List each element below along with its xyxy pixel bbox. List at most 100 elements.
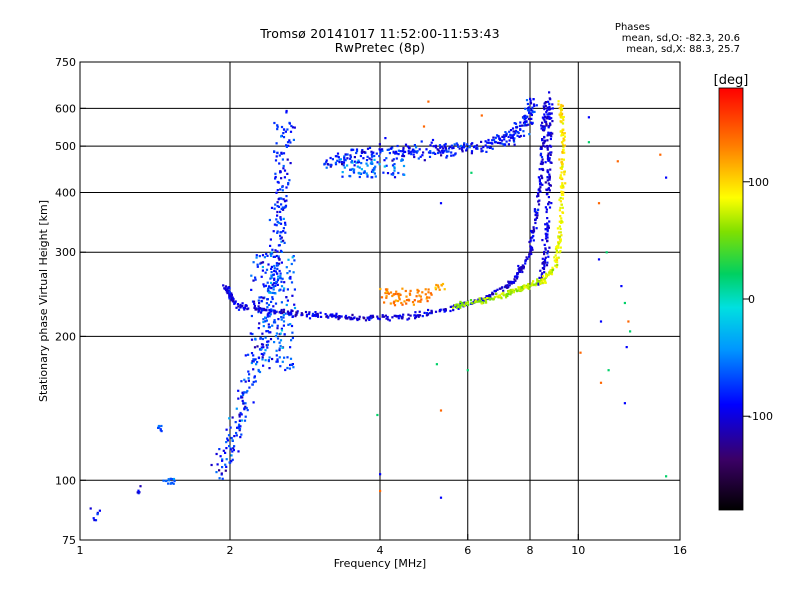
data-point xyxy=(271,324,274,327)
data-point xyxy=(549,131,553,134)
data-point xyxy=(417,157,420,160)
data-point xyxy=(562,119,565,122)
data-point xyxy=(542,168,545,172)
data-point xyxy=(295,311,298,314)
data-point xyxy=(261,356,264,359)
data-point xyxy=(538,178,541,181)
data-point xyxy=(282,308,286,311)
data-point xyxy=(487,138,490,142)
data-point xyxy=(393,314,396,317)
data-point xyxy=(363,151,366,154)
data-point xyxy=(528,133,531,136)
data-point xyxy=(334,163,338,166)
data-point xyxy=(308,311,311,314)
data-point xyxy=(470,171,473,174)
data-point xyxy=(538,189,541,192)
data-point xyxy=(231,416,234,419)
data-point xyxy=(378,148,381,151)
data-point xyxy=(522,116,525,119)
data-point xyxy=(423,159,426,162)
data-point xyxy=(457,145,460,148)
data-point xyxy=(275,142,278,145)
data-point xyxy=(544,181,547,184)
data-point xyxy=(502,291,505,294)
data-point xyxy=(529,112,533,115)
data-point xyxy=(243,308,246,311)
data-point xyxy=(482,146,485,149)
data-point xyxy=(398,298,401,301)
data-point xyxy=(272,230,275,233)
data-point xyxy=(276,125,279,128)
data-point xyxy=(525,284,528,287)
data-point xyxy=(528,287,531,290)
data-point xyxy=(398,314,401,317)
data-point xyxy=(532,103,536,106)
data-point xyxy=(348,174,351,178)
data-point xyxy=(279,332,282,335)
data-point xyxy=(374,165,377,168)
data-point xyxy=(533,104,536,108)
data-point xyxy=(350,316,353,319)
data-point xyxy=(541,183,544,186)
data-point xyxy=(489,141,492,145)
data-point xyxy=(363,317,366,320)
data-point xyxy=(523,285,526,288)
data-point xyxy=(544,248,547,251)
data-point xyxy=(139,485,142,488)
data-point xyxy=(254,276,257,279)
data-point xyxy=(349,157,352,160)
data-point xyxy=(268,367,271,370)
data-point xyxy=(226,287,229,290)
data-point xyxy=(548,105,551,108)
data-point xyxy=(549,137,552,141)
data-point xyxy=(545,235,548,238)
data-point xyxy=(279,237,282,240)
data-point xyxy=(522,134,526,137)
data-point xyxy=(532,228,535,231)
data-point xyxy=(493,290,496,293)
data-point xyxy=(559,130,562,133)
data-point xyxy=(448,147,451,150)
data-point xyxy=(414,315,417,319)
data-point xyxy=(484,140,487,143)
data-point xyxy=(537,281,540,284)
data-point xyxy=(393,176,397,179)
data-point xyxy=(496,141,500,144)
data-point xyxy=(355,148,359,151)
data-point xyxy=(278,269,281,273)
data-point xyxy=(548,173,551,176)
data-point xyxy=(277,318,280,321)
data-point xyxy=(252,354,255,357)
data-point xyxy=(337,156,340,159)
data-point xyxy=(231,458,234,461)
data-point xyxy=(561,182,564,185)
data-point xyxy=(279,218,283,221)
data-point xyxy=(549,168,552,171)
data-point xyxy=(474,145,477,148)
data-point xyxy=(560,167,563,170)
data-point xyxy=(450,154,453,157)
data-point xyxy=(365,172,368,175)
data-point xyxy=(502,294,505,297)
data-point xyxy=(531,109,534,112)
data-point xyxy=(395,315,398,318)
data-point xyxy=(284,312,287,315)
data-point xyxy=(547,274,550,277)
data-point xyxy=(278,221,281,225)
data-point xyxy=(391,316,394,319)
data-point xyxy=(559,120,562,123)
data-point xyxy=(561,149,565,152)
data-point xyxy=(507,135,510,138)
data-point xyxy=(285,266,288,269)
data-point xyxy=(561,193,564,196)
data-point xyxy=(276,360,279,363)
data-point xyxy=(559,174,562,177)
data-point xyxy=(543,263,546,266)
data-point xyxy=(452,146,455,149)
data-point xyxy=(558,107,561,110)
data-point xyxy=(430,141,433,144)
data-point xyxy=(523,121,527,124)
data-point xyxy=(516,272,519,275)
data-point xyxy=(265,268,269,271)
